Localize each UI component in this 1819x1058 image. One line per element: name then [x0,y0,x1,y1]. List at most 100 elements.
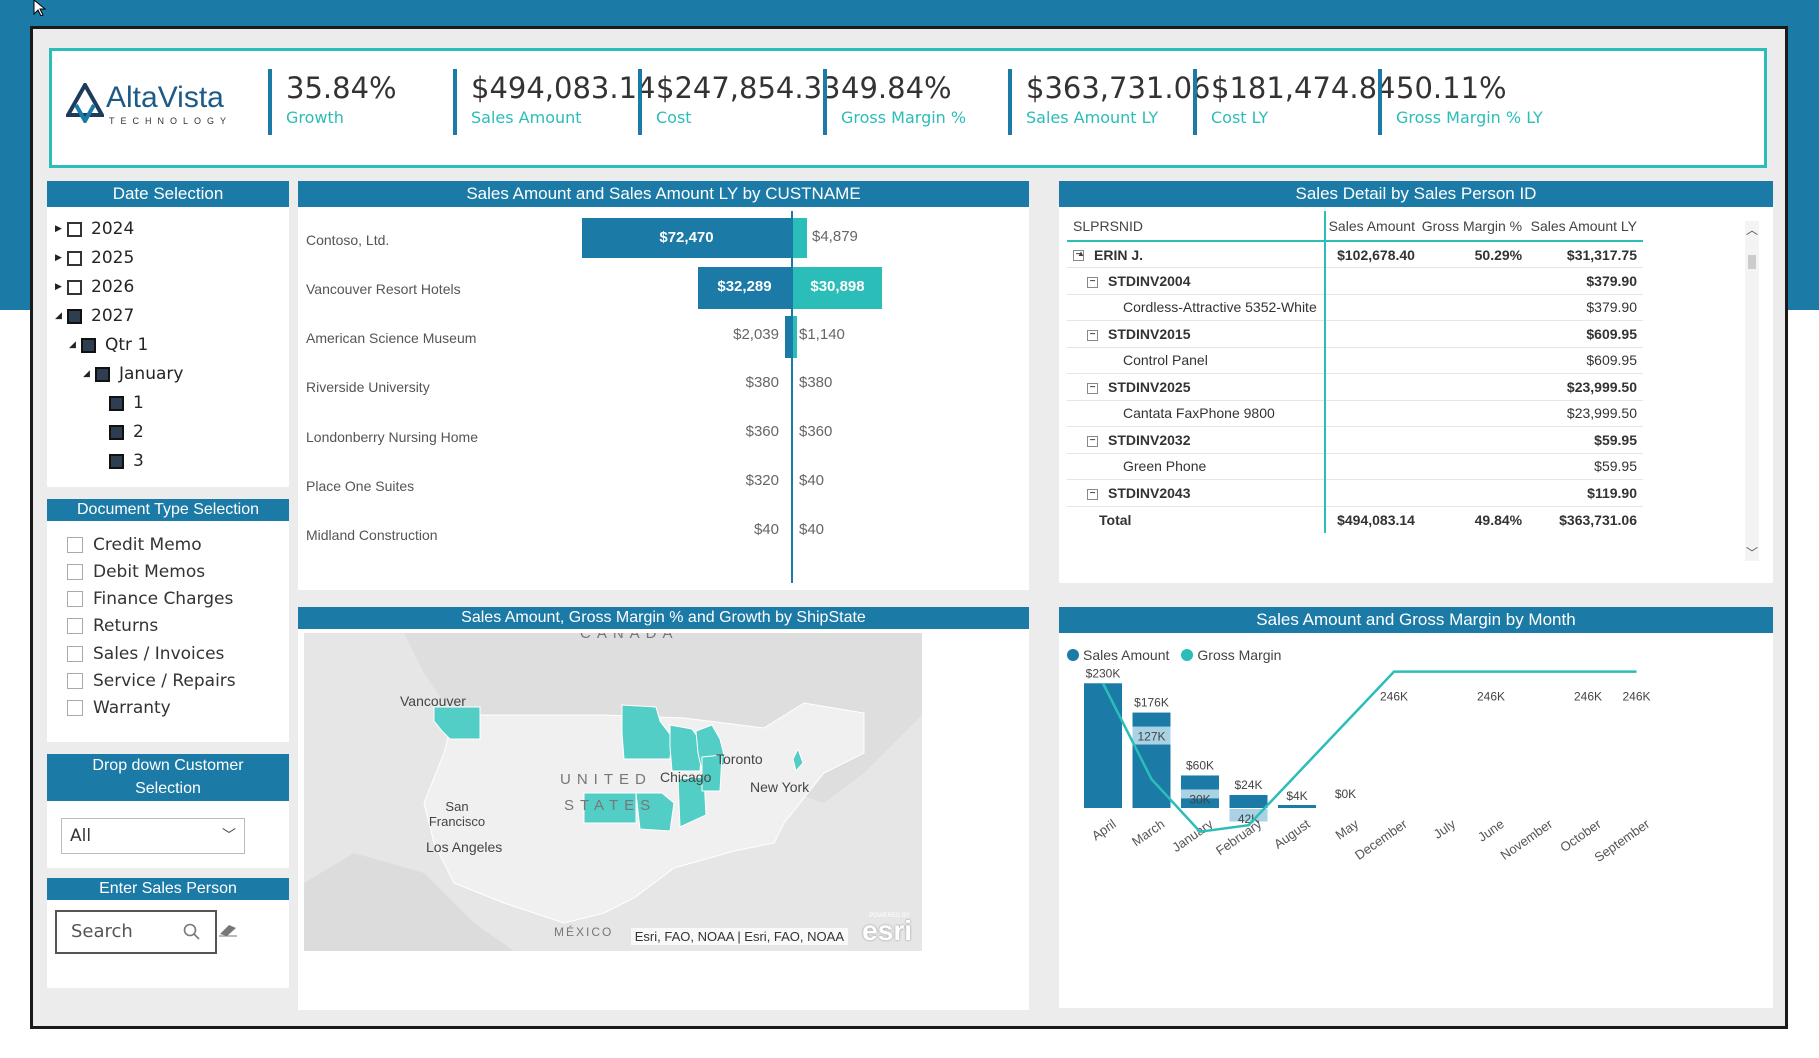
state-illinois[interactable] [634,791,678,833]
ly-cell: $119.90 [1528,479,1643,507]
gm-cell: 50.29% [1420,241,1529,268]
vertical-scrollbar[interactable]: ︿ ﹀ [1745,221,1759,561]
table-row[interactable]: − STDINV2043 $119.90 [1067,479,1643,507]
doc-type-label: Warranty [93,698,171,718]
table-row[interactable]: − ERIN J. $102,678.40 50.29% $31,317.75 [1067,241,1643,268]
state-minnesota[interactable] [620,703,674,761]
search-icon[interactable] [183,923,201,941]
chevron-down-icon[interactable]: ﹀ [222,828,236,844]
sales-ly-bar[interactable]: $30,898 [793,267,882,309]
doc-type-returns[interactable]: Returns [67,616,158,636]
collapse-arrow-icon[interactable]: ◢ [83,369,90,379]
sales-ly-bar[interactable] [793,316,797,358]
checkbox[interactable] [67,279,82,295]
legend-label: Gross Margin [1197,647,1282,663]
table-row[interactable]: − STDINV2032 $59.95 [1067,426,1643,454]
gross-margin-line[interactable] [1101,670,1637,834]
doc-type-finance-charges[interactable]: Finance Charges [67,589,233,609]
tree-item-day-2[interactable]: 2 [109,422,144,442]
checkbox[interactable] [67,250,82,266]
table-row[interactable]: Cordless-Attractive 5352-White $379.90 [1067,294,1643,321]
state-ohio[interactable] [700,753,724,793]
collapse-icon[interactable]: − [1087,276,1098,288]
collapse-icon[interactable]: − [1087,329,1098,341]
customer-dropdown[interactable]: All ﹀ [61,818,245,854]
column-header-gross-margin[interactable]: Gross Margin % [1420,211,1529,242]
map-canvas[interactable]: CANADA Vancouver Toronto UNITED STATES C… [304,633,922,951]
sales-bar[interactable]: $32,289 [698,267,791,309]
collapse-arrow-icon[interactable]: ◢ [55,311,62,321]
checkbox-checked[interactable] [109,395,124,411]
tree-item-day-1[interactable]: 1 [109,393,144,413]
checkbox[interactable] [67,537,83,553]
legend-item-margin[interactable]: Gross Margin [1181,647,1281,663]
sales-person-search-input[interactable]: Search [55,910,217,954]
state-indiana[interactable] [676,775,708,829]
scroll-thumb[interactable] [1748,255,1756,269]
expand-arrow-icon[interactable]: ▶ [55,224,62,234]
tree-label: 2024 [91,219,135,239]
checkbox-checked[interactable] [67,308,82,324]
checkbox-checked[interactable] [81,337,96,353]
tree-item-day-3[interactable]: 3 [109,451,144,471]
tree-item-2026[interactable]: ▶ 2026 [55,277,134,297]
table-row[interactable]: − STDINV2015 $609.95 [1067,320,1643,348]
collapse-icon[interactable]: − [1087,382,1098,394]
checkbox[interactable] [67,700,83,716]
collapse-arrow-icon[interactable]: ◢ [69,340,76,350]
checkbox[interactable] [67,618,83,634]
tree-item-2027[interactable]: ◢ 2027 [55,306,134,326]
eraser-icon[interactable] [217,922,239,938]
state-washington[interactable] [432,705,484,741]
state-wisconsin[interactable] [668,721,704,773]
sales-amount-bar[interactable] [1229,794,1268,808]
tree-item-2024[interactable]: ▶ 2024 [55,219,134,239]
sort-asc-icon[interactable]: ▲ [1077,249,1085,258]
checkbox[interactable] [67,646,83,662]
table-row[interactable]: Control Panel $609.95 [1067,347,1643,374]
gross-margin-segment[interactable] [1181,789,1219,799]
tree-item-2025[interactable]: ▶ 2025 [55,248,134,268]
checkbox-checked[interactable] [109,453,124,469]
expand-arrow-icon[interactable]: ▶ [55,282,62,292]
tree-item-qtr1[interactable]: ◢ Qtr 1 [69,335,148,355]
doc-type-sales-invoices[interactable]: Sales / Invoices [67,644,224,664]
panel-title: Date Selection [47,181,289,207]
sales-ly-bar[interactable] [793,218,807,258]
legend-item-sales[interactable]: Sales Amount [1067,647,1169,663]
table-row[interactable]: − STDINV2025 $23,999.50 [1067,373,1643,401]
scroll-up-icon[interactable]: ︿ [1745,223,1758,237]
table-row[interactable]: Green Phone $59.95 [1067,453,1643,480]
checkbox[interactable] [67,591,83,607]
checkbox[interactable] [67,564,83,580]
state-iowa[interactable] [582,791,638,825]
sales-amount-bar[interactable] [1084,683,1122,808]
checkbox-checked[interactable] [109,424,124,440]
column-header-sales-amount[interactable]: Sales Amount [1324,211,1421,242]
doc-type-debit-memos[interactable]: Debit Memos [67,562,205,582]
checkbox[interactable] [67,673,83,689]
doc-type-warranty[interactable]: Warranty [67,698,171,718]
expand-arrow-icon[interactable]: ▶ [55,253,62,263]
table-row[interactable]: − STDINV2004 $379.90 [1067,267,1643,295]
collapse-icon[interactable]: − [1087,488,1098,500]
customer-name: Vancouver Resort Hotels [306,281,461,297]
doc-type-credit-memo[interactable]: Credit Memo [67,535,202,555]
scroll-down-icon[interactable]: ﹀ [1745,546,1758,560]
gross-margin-segment[interactable] [1132,726,1171,745]
collapse-icon[interactable]: − [1087,435,1098,447]
sales-bar[interactable] [785,316,791,358]
checkbox-checked[interactable] [95,366,110,382]
gross-margin-segment[interactable] [1229,808,1268,822]
tree-item-january[interactable]: ◢ January [83,364,183,384]
sales-amount-bar[interactable] [1278,805,1316,808]
sales-bar[interactable]: $72,470 [582,218,791,258]
column-header-slprsnid[interactable]: SLPRSNID ▲ [1067,211,1326,258]
doc-type-service-repairs[interactable]: Service / Repairs [67,671,236,691]
table-row[interactable]: Cantata FaxPhone 9800 $23,999.50 [1067,400,1643,427]
checkbox[interactable] [67,221,82,237]
collapse-icon[interactable]: − [1073,250,1084,262]
state-maine[interactable] [792,749,804,773]
column-header-sales-amount-ly[interactable]: Sales Amount LY [1528,211,1643,242]
total-row: Total $494,083.14 49.84% $363,731.06 [1067,506,1643,533]
